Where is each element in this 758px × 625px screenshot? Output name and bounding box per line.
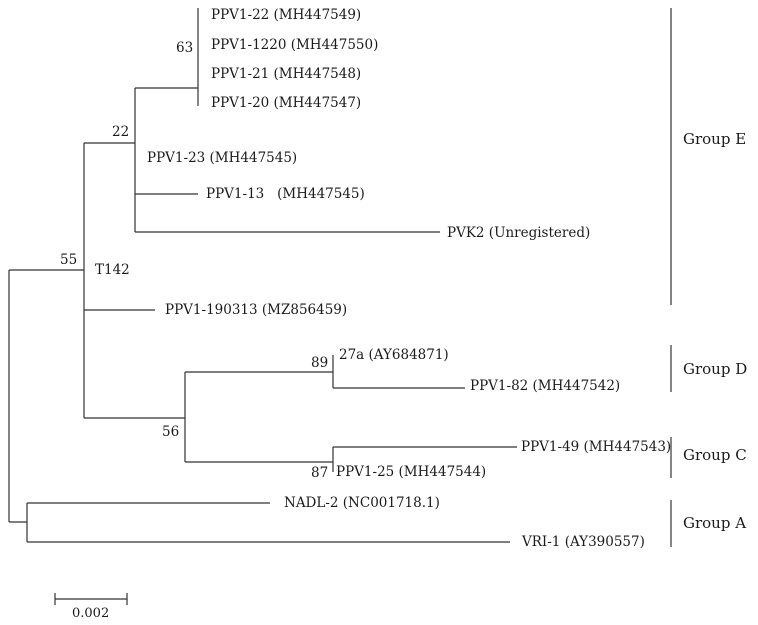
bootstrap-value: 89 (311, 355, 329, 371)
taxon-label: PPV1-49 (MH447543) (521, 439, 672, 455)
taxon-label: PVK2 (Unregistered) (447, 225, 591, 241)
taxon-label: 27a (AY684871) (339, 347, 449, 363)
taxon-label: NADL-2 (NC001718.1) (284, 495, 440, 511)
group-label-a: Group A (683, 514, 747, 532)
taxon-label: PPV1-190313 (MZ856459) (165, 302, 348, 318)
taxon-label: PPV1-23 (MH447545) (147, 150, 298, 166)
taxon-label: PPV1-21 (MH447548) (211, 66, 362, 82)
node-label: T142 (95, 262, 130, 278)
bootstrap-value: 87 (311, 465, 329, 481)
taxon-label: PPV1-1220 (MH447550) (211, 37, 379, 53)
scale-bar-label: 0.002 (72, 606, 110, 621)
group-label-e: Group E (683, 130, 747, 148)
group-label-d: Group D (683, 360, 748, 378)
bootstrap-value: 55 (60, 252, 78, 268)
taxon-label: PPV1-20 (MH447547) (211, 95, 362, 111)
bootstrap-value: 63 (176, 40, 194, 56)
group-label-c: Group C (683, 446, 747, 464)
bootstrap-value: 22 (112, 124, 130, 140)
taxon-label: PPV1-13 (MH447545) (206, 186, 365, 202)
taxon-label: PPV1-25 (MH447544) (336, 464, 487, 480)
taxon-label: VRI-1 (AY390557) (522, 534, 645, 550)
taxon-label: PPV1-82 (MH447542) (470, 378, 621, 394)
taxon-label: PPV1-22 (MH447549) (211, 7, 362, 23)
bootstrap-value: 56 (162, 424, 180, 440)
